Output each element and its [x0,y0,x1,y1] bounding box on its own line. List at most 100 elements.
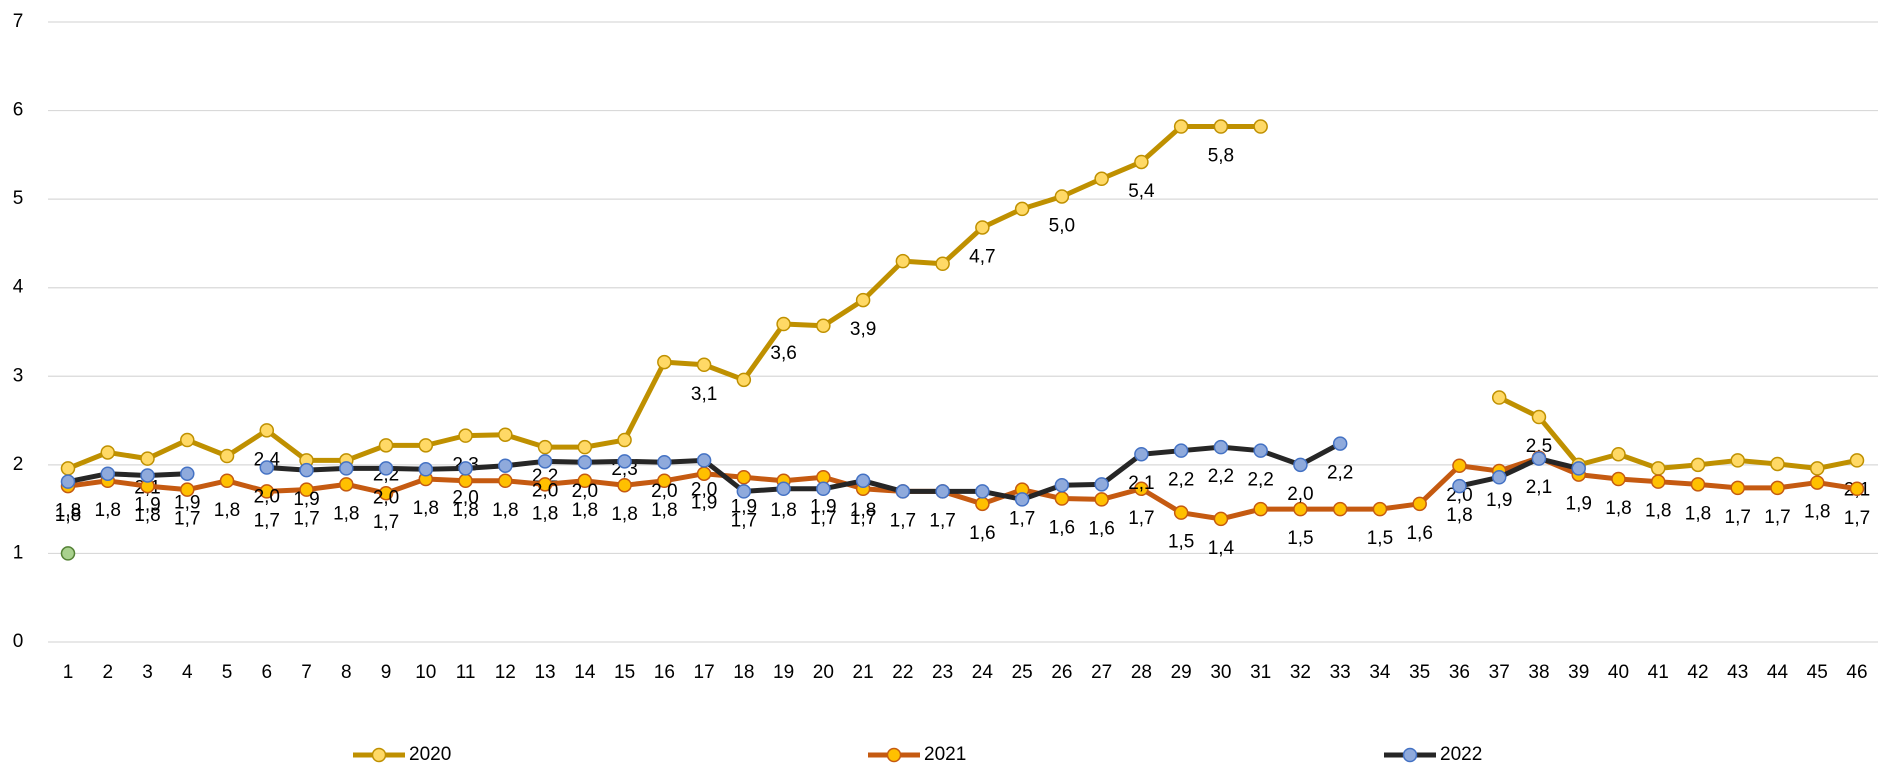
marker [498,427,513,442]
x-tick-label: 16 [654,662,675,683]
marker [458,473,473,489]
marker [1849,481,1865,497]
y-tick-label: 4 [13,277,24,298]
marker [776,481,791,497]
x-tick-label: 19 [773,662,794,683]
x-tick-label: 37 [1489,662,1510,683]
data-label: 1,6 [1049,518,1075,539]
data-label: 5,4 [1128,181,1155,202]
data-label: 2,0 [1446,485,1472,506]
marker [1014,492,1030,507]
marker [1054,491,1070,506]
data-label: 1,7 [890,510,916,531]
data-label: 1,9 [174,493,200,514]
marker [140,468,155,483]
x-tick-label: 2 [102,662,113,683]
marker [1253,443,1268,458]
x-tick-label: 5 [222,662,233,683]
marker [1094,477,1109,492]
data-label: 1,7 [1725,507,1751,528]
marker [1213,511,1229,527]
marker [1730,453,1745,468]
data-label: 2,3 [611,459,637,480]
data-label: 2,0 [1287,484,1313,505]
x-tick-label: 9 [381,662,392,683]
x-tick-label: 27 [1091,662,1112,683]
marker [1611,471,1626,487]
x-tick-label: 17 [694,662,715,683]
marker [458,461,473,476]
x-tick-label: 29 [1171,662,1192,683]
marker [1134,481,1149,497]
data-label: 3,1 [691,384,717,405]
marker [378,438,394,453]
data-label: 1,8 [572,500,598,521]
marker [1571,461,1586,476]
data-label: 1,9 [1566,494,1592,515]
data-label: 2,2 [1168,470,1194,491]
marker [378,461,394,476]
marker [180,432,195,448]
data-label: 1,8 [134,505,160,526]
marker [895,484,911,499]
series-line [67,441,1580,502]
marker [498,473,513,489]
data-label: 1,7 [373,512,399,533]
marker [895,253,911,269]
y-tick-label: 0 [13,631,24,652]
data-label: 1,7 [810,508,836,529]
data-label: 1,8 [532,503,558,524]
marker [1491,470,1507,485]
marker [1253,119,1268,134]
marker [140,451,155,466]
marker [418,438,434,453]
data-label: 1,8 [452,500,478,521]
x-tick-label: 39 [1568,662,1589,683]
data-label: 5,8 [1208,146,1234,167]
x-tick-label: 45 [1807,662,1828,683]
series-line [67,124,1858,471]
marker [1293,501,1308,517]
y-tick-label: 7 [13,11,24,32]
marker [1094,492,1109,507]
marker [1531,409,1547,425]
marker [1770,480,1785,496]
data-label: 1,9 [810,496,836,517]
x-tick-label: 20 [813,662,834,683]
marker [1770,456,1785,472]
marker [975,496,990,512]
marker [259,484,275,499]
marker [1412,496,1427,512]
legend-label: 2022 [1440,744,1482,765]
marker [1213,439,1229,455]
marker [1730,480,1745,496]
marker [1094,171,1109,187]
x-tick-label: 21 [853,662,874,683]
marker [1134,446,1149,462]
data-label: 2,0 [532,480,558,501]
marker [1253,501,1268,517]
marker [60,461,76,476]
marker [1054,189,1070,204]
data-label: 1,9 [1486,490,1512,511]
x-tick-label: 26 [1051,662,1072,683]
marker [1332,501,1348,517]
x-tick-label: 4 [182,662,193,683]
data-label: 1,8 [1605,498,1631,519]
marker [1611,446,1626,462]
legend-marker [371,747,387,763]
data-label: 2,1 [1128,473,1154,494]
data-label: 1,8 [1446,505,1472,526]
data-label: 1,7 [293,509,319,530]
marker [1014,201,1030,217]
marker [975,220,990,235]
data-label: 2,2 [1327,463,1353,484]
x-tick-label: 38 [1528,662,1549,683]
data-label: 1,8 [492,500,518,521]
data-label: 1,6 [1406,523,1432,544]
data-label: 1,8 [413,498,439,519]
data-label: 1,7 [1764,507,1790,528]
x-tick-label: 46 [1846,662,1867,683]
marker [378,485,394,501]
marker [1452,478,1467,494]
